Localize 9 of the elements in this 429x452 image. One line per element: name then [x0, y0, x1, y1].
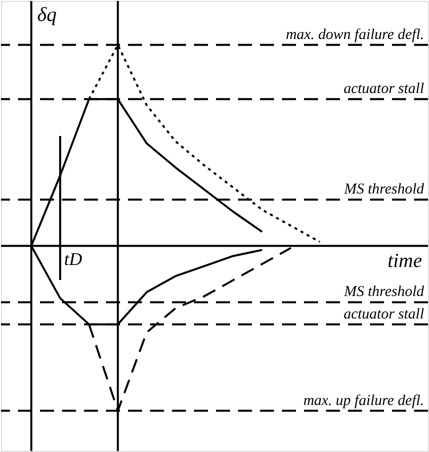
ref-line-label: MS threshold: [343, 284, 424, 300]
ref-line-label: max. up failure defl.: [303, 392, 424, 409]
y-axis-title: δq: [37, 4, 57, 26]
ref-line-label: max. down failure defl.: [286, 26, 424, 43]
ref-line-label: actuator stall: [344, 81, 424, 98]
x-axis-title: time: [388, 250, 422, 272]
ref-line-label: actuator stall: [344, 306, 424, 322]
annotation: tD: [64, 248, 82, 269]
ref-line-label: MS threshold: [343, 182, 424, 198]
